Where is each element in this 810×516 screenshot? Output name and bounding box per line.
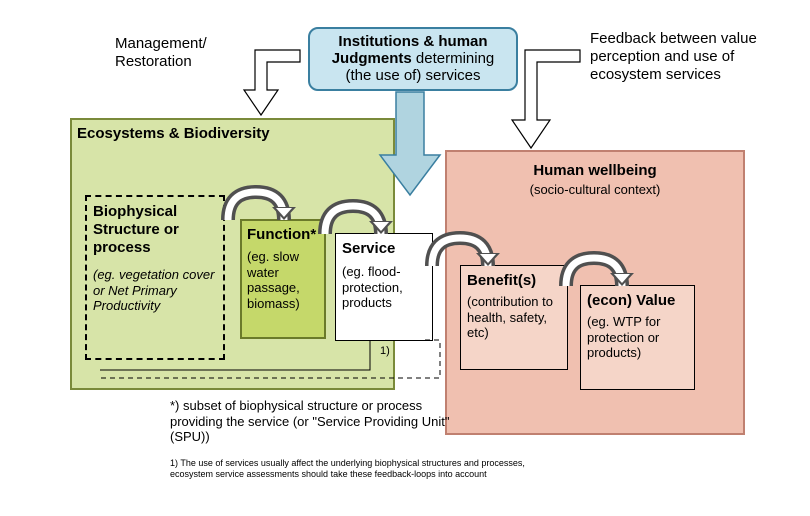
wellbeing-subtitle: (socio-cultural context) (447, 182, 743, 198)
value-box: (econ) Value (eg. WTP for protection or … (580, 285, 695, 390)
feedback-arrow (512, 50, 580, 148)
service-box: Service (eg. flood-protection, products (335, 233, 433, 341)
footnote-one: 1) The use of services usually affect th… (170, 458, 560, 480)
footnote-1-marker: 1) (380, 345, 390, 358)
benefit-example: (contribution to health, safety, etc) (467, 294, 563, 341)
function-example: (eg. slow water passage, biomass) (247, 249, 325, 311)
footnote-star: *) subset of biophysical structure or pr… (170, 398, 460, 445)
function-title: Function* (247, 226, 316, 244)
diagram-root: Institutions & human Judgments determini… (0, 0, 810, 516)
institutions-line3: (the use of) services (314, 67, 512, 84)
management-arrow (244, 50, 300, 115)
benefit-title: Benefit(s) (467, 272, 536, 290)
ecosystems-title: Ecosystems & Biodiversity (77, 125, 270, 143)
benefit-box: Benefit(s) (contribution to health, safe… (460, 265, 568, 370)
feedback-label: Feedback between value perception and us… (590, 30, 770, 84)
management-label: Management/ Restoration (115, 35, 245, 71)
biophysical-title: Biophysical Structure or process (93, 203, 218, 257)
wellbeing-title: Human wellbeing (447, 162, 743, 180)
institutions-line2: Judgments determining (314, 50, 512, 67)
function-box: Function* (eg. slow water passage, bioma… (240, 219, 326, 339)
service-title: Service (342, 240, 395, 258)
value-example: (eg. WTP for protection or products) (587, 314, 690, 361)
institutions-line1: Institutions & human (314, 33, 512, 50)
service-example: (eg. flood-protection, products (342, 264, 430, 311)
institutions-box: Institutions & human Judgments determini… (308, 27, 518, 91)
biophysical-box: Biophysical Structure or process (eg. ve… (85, 195, 225, 360)
biophysical-example: (eg. vegetation cover or Net Primary Pro… (93, 267, 218, 314)
value-title: (econ) Value (587, 292, 675, 310)
